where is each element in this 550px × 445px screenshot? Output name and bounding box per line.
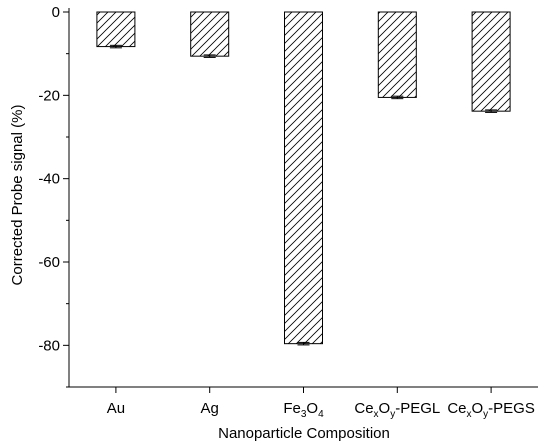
x-tick-label: CexOy-PEGS <box>447 400 535 420</box>
bars-group <box>96 11 511 345</box>
x-tick-label: Fe3O4 <box>283 400 324 420</box>
error-bar <box>391 95 404 100</box>
bar-au <box>96 11 136 48</box>
x-tick-label: Au <box>107 400 125 417</box>
y-tick-label: -80 <box>38 337 60 354</box>
axes-group <box>63 8 538 393</box>
y-axis-label: Corrected Probe signal (%) <box>9 105 26 286</box>
bar-cexoy-pegl <box>377 11 417 98</box>
tick-labels-group: 0 -20 -40 -60 -80 Au Ag Fe3O4 CexOy-PEGL CexOy-PE… <box>38 4 535 420</box>
y-tick-label: -40 <box>38 171 60 188</box>
y-tick-label: -60 <box>38 254 60 271</box>
y-tick-label: 0 <box>52 4 60 21</box>
x-tick-label: CexOy-PEGL <box>354 400 440 420</box>
y-tick-label: -20 <box>38 87 60 104</box>
error-bar <box>297 341 310 346</box>
bar-ag <box>190 11 230 57</box>
x-axis-label: Nanoparticle Composition <box>218 425 390 442</box>
error-bar <box>109 44 122 49</box>
bar-fe3o4 <box>284 11 323 345</box>
x-tick-label: Ag <box>201 400 219 417</box>
error-bar <box>485 109 498 113</box>
error-bar <box>203 54 216 58</box>
error-bars-group <box>109 44 498 346</box>
bar-cexoy-pegs <box>471 11 511 112</box>
